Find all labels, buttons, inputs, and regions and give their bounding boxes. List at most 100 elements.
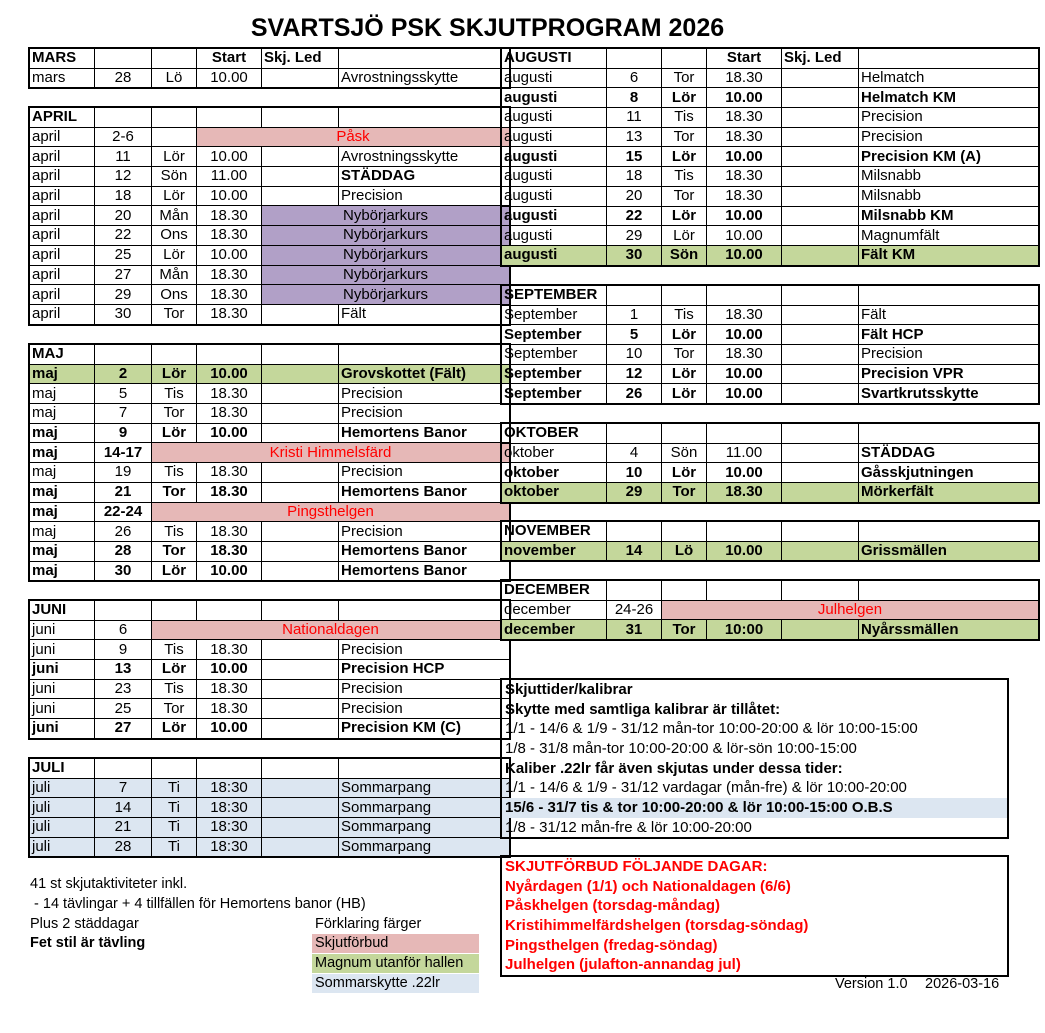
schedule-row: augusti 13 Tor 18.30 Precision: [500, 126, 1040, 148]
activity-cell: Precision: [338, 639, 511, 661]
page-title: SVARTSJÖ PSK SKJUTPROGRAM 2026: [250, 14, 725, 42]
header-activity: [858, 422, 1040, 444]
start-cell: 18.30: [196, 264, 262, 286]
month-cell: juni: [28, 639, 95, 661]
header-month: DECEMBER: [500, 579, 607, 601]
day-cell: 22: [606, 205, 662, 227]
schedule-row: juli 7 Ti 18:30 Sommarpang: [28, 777, 511, 799]
header-weekday: [151, 599, 197, 621]
month-cell: September: [500, 383, 607, 405]
month-section-oktober: OKTOBER oktober 4 Sön 11.00 STÄDDAG oktober 10 L…: [500, 422, 1040, 504]
activity-cell: Precision: [858, 107, 1040, 128]
weekday-cell: Tis: [151, 383, 197, 405]
leader-cell: [781, 166, 859, 187]
schedule-row: december 24-26 Julhelgen: [500, 599, 1040, 621]
day-cell: 21: [94, 481, 152, 503]
section-header: NOVEMBER: [500, 520, 1040, 542]
schedule-row: april 27 Mån 18.30 Nybörjarkurs: [28, 264, 511, 286]
schedule-row: September 1 Tis 18.30 Fält: [500, 304, 1040, 326]
weekday-cell: [151, 126, 197, 148]
activity-cell: Sommarpang: [338, 777, 511, 799]
weekday-cell: Ons: [151, 284, 197, 305]
times-22lr: Kaliber .22lr får även skjutas under des…: [505, 759, 843, 777]
month-cell: September: [500, 324, 607, 346]
day-cell: 25: [94, 698, 152, 720]
day-cell: 29: [94, 284, 152, 305]
activity-cell: STÄDDAG: [338, 166, 511, 187]
day-cell: 11: [94, 146, 152, 168]
section-header: APRIL: [28, 106, 511, 128]
leader-cell: [261, 422, 339, 444]
schedule-row: augusti 15 Lör 10.00 Precision KM (A): [500, 146, 1040, 168]
header-activity: [338, 757, 511, 779]
weekday-cell: Lör: [661, 363, 707, 385]
month-cell: maj: [28, 521, 95, 542]
month-section-april: APRIL april 2-6 Påsk april 11 Lör 10.00 Avrostni…: [28, 106, 511, 326]
month-section-september: SEPTEMBER September 1 Tis 18.30 Fält September…: [500, 284, 1040, 406]
weekday-cell: Ti: [151, 777, 197, 799]
month-cell: april: [28, 205, 95, 227]
day-cell: 4: [606, 442, 662, 464]
day-cell: 2: [94, 363, 152, 385]
times-lr-1: 1/1 - 14/6 & 1/9 - 31/12 vardagar (mån-f…: [505, 779, 907, 797]
times-all-2: 1/8 - 31/8 mån-tor 10:00-20:00 & lör-sön…: [505, 740, 857, 758]
start-cell: 18:30: [196, 797, 262, 819]
shooting-ban-box: SKJUTFÖRBUD FÖLJANDE DAGAR: Nyårdagen (1…: [500, 855, 1009, 977]
leader-cell: [781, 205, 859, 227]
date: 2026-03-16: [925, 976, 1000, 992]
start-cell: 18.30: [196, 678, 262, 700]
activity-cell: Hemortens Banor: [338, 422, 511, 444]
ban-heading: SKJUTFÖRBUD FÖLJANDE DAGAR:: [505, 858, 768, 875]
schedule-row: juni 6 Nationaldagen: [28, 619, 511, 641]
month-cell: november: [500, 540, 607, 562]
activity-cell: Milsnabb: [858, 185, 1040, 207]
month-cell: juni: [28, 659, 95, 680]
schedule-row: maj 2 Lör 10.00 Grovskottet (Fält): [28, 363, 511, 385]
header-activity: [858, 520, 1040, 542]
month-cell: maj: [28, 442, 95, 464]
day-cell: 7: [94, 777, 152, 799]
start-cell: 10.00: [196, 363, 262, 385]
header-weekday: [661, 422, 707, 444]
schedule-row: juli 28 Ti 18:30 Sommarpang: [28, 836, 511, 858]
start-cell: 10.00: [706, 225, 782, 246]
activity-cell: Fält KM: [858, 244, 1040, 267]
month-section-mars: MARS Start Skj. Led mars 28 Lö 10.00 Avrostning…: [28, 47, 511, 90]
header-day: [606, 284, 662, 306]
month-section-maj: MAJ maj 2 Lör 10.00 Grovskottet (Fält) maj 5 Tis…: [28, 343, 511, 583]
month-cell: juli: [28, 836, 95, 858]
header-leader: Skj. Led: [781, 47, 859, 69]
schedule-row: augusti 29 Lör 10.00 Magnumfält: [500, 225, 1040, 246]
schedule-row: September 26 Lör 10.00 Svartkrutsskytte: [500, 383, 1040, 405]
section-header: OKTOBER: [500, 422, 1040, 444]
leader-cell: [781, 383, 859, 405]
day-cell: 9: [94, 422, 152, 444]
header-month: APRIL: [28, 106, 95, 128]
weekday-cell: Tis: [151, 678, 197, 700]
leader-cell: [781, 462, 859, 484]
schedule-row: maj 22-24 Pingsthelgen: [28, 501, 511, 523]
start-cell: 18.30: [196, 205, 262, 227]
header-leader: [261, 106, 339, 128]
leader-cell: [781, 244, 859, 267]
note-cleaning: Plus 2 städdagar: [30, 916, 139, 932]
day-cell: 28: [94, 67, 152, 89]
start-cell: 10.00: [706, 540, 782, 562]
month-cell: augusti: [500, 225, 607, 246]
start-cell: 10.00: [196, 67, 262, 89]
activity-cell: Precision: [338, 462, 511, 483]
weekday-cell: Lör: [151, 146, 197, 168]
header-day: [606, 422, 662, 444]
start-cell: 10.00: [706, 205, 782, 227]
schedule-row: maj 19 Tis 18.30 Precision: [28, 462, 511, 483]
header-start: [196, 343, 262, 365]
header-weekday: [151, 757, 197, 779]
leader-cell: [781, 185, 859, 207]
header-start: [196, 757, 262, 779]
day-cell: 14: [606, 540, 662, 562]
leader-cell: [261, 403, 339, 424]
section-header: JULI: [28, 757, 511, 779]
leader-cell: [781, 67, 859, 89]
times-all-1: 1/1 - 14/6 & 1/9 - 31/12 mån-tor 10:00-2…: [505, 720, 918, 738]
activity-cell: Helmatch: [858, 67, 1040, 89]
